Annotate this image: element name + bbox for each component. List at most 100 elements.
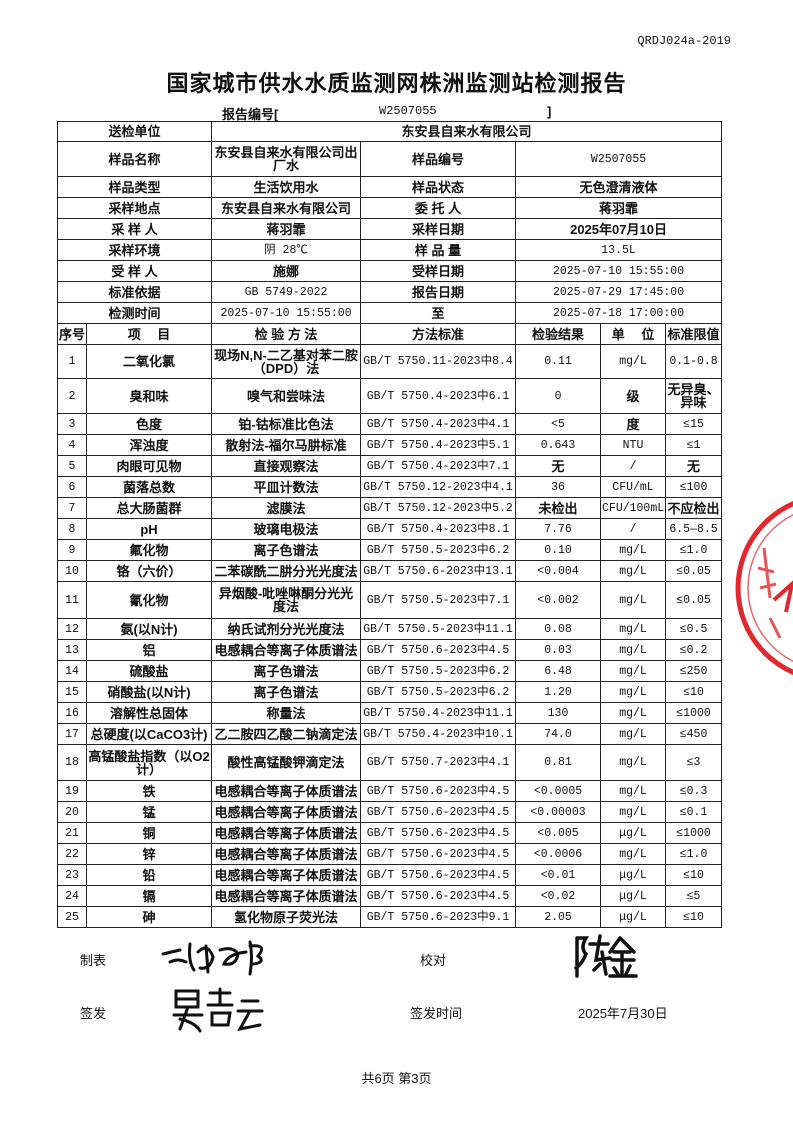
qty-value: 13.5L bbox=[515, 239, 723, 261]
test-end-value: 2025-07-18 17:00:00 bbox=[515, 302, 723, 324]
document-code: QRDJ024a-2019 bbox=[637, 34, 731, 48]
col-unit: μg/L bbox=[600, 906, 667, 928]
col-method: 纳氏试剂分光光度法 bbox=[211, 618, 362, 640]
col-standard: GB/T 5750.4-2023中10.1 bbox=[360, 723, 517, 745]
table-row: 5 肉眼可见物 直接观察法 GB/T 5750.4-2023中7.1 无 / 无 bbox=[57, 455, 723, 477]
col-standard: GB/T 5750.5-2023中6.2 bbox=[360, 681, 517, 703]
col-limit: ≤0.2 bbox=[665, 639, 723, 661]
table-row: 11 氰化物 异烟酸-吡唑啉酮分光光度法 GB/T 5750.5-2023中7.1 <0… bbox=[57, 581, 723, 619]
col-standard: GB/T 5750.4-2023中4.1 bbox=[360, 413, 517, 435]
col-standard: GB/T 5750.5-2023中6.2 bbox=[360, 660, 517, 682]
col-standard: GB/T 5750.6-2023中9.1 bbox=[360, 906, 517, 928]
col-limit: 无 bbox=[665, 455, 723, 477]
prepared-label: 制表 bbox=[80, 953, 107, 968]
receive-date-value: 2025-07-10 15:55:00 bbox=[515, 260, 723, 282]
col-result: 0.643 bbox=[515, 434, 602, 456]
col-unit: mg/L bbox=[600, 723, 667, 745]
col-item: 镉 bbox=[85, 885, 213, 907]
col-no: 17 bbox=[57, 723, 87, 745]
col-item: 二氧化氯 bbox=[85, 344, 213, 379]
col-standard: GB/T 5750.12-2023中4.1 bbox=[360, 476, 517, 498]
header-col-result: 检验结果 bbox=[515, 323, 602, 345]
sample-no-label: 样品编号 bbox=[360, 141, 517, 177]
test-start-value: 2025-07-10 15:55:00 bbox=[211, 302, 362, 324]
col-method: 电感耦合等离子体质谱法 bbox=[211, 780, 362, 802]
sample-type-value: 生活饮用水 bbox=[211, 176, 362, 198]
report-table: 送检单位 东安县自来水有限公司 样品名称 东安县自来水有限公司出厂水 样品编号 W250… bbox=[56, 121, 723, 928]
table-row: 15 硝酸盐(以N计) 离子色谱法 GB/T 5750.5-2023中6.2 1.20 m… bbox=[57, 681, 723, 703]
col-item: 砷 bbox=[85, 906, 213, 928]
col-standard: GB/T 5750.5-2023中7.1 bbox=[360, 581, 517, 619]
col-result: <0.01 bbox=[515, 864, 602, 886]
col-method: 离子色谱法 bbox=[211, 681, 362, 703]
table-row: 2 臭和味 嗅气和尝味法 GB/T 5750.4-2023中6.1 0 级无异臭、异味 bbox=[57, 378, 723, 414]
col-unit: mg/L bbox=[600, 801, 667, 823]
col-result: 0 bbox=[515, 378, 602, 414]
col-result: 7.76 bbox=[515, 518, 602, 540]
standard-label: 标准依据 bbox=[56, 281, 213, 303]
col-limit: ≤450 bbox=[665, 723, 723, 745]
col-standard: GB/T 5750.12-2023中5.2 bbox=[360, 497, 517, 519]
col-standard: GB/T 5750.5-2023中11.1 bbox=[360, 618, 517, 640]
col-method: 异烟酸-吡唑啉酮分光光度法 bbox=[211, 581, 362, 619]
report-number-close: ] bbox=[547, 104, 552, 119]
col-method: 电感耦合等离子体质谱法 bbox=[211, 639, 362, 661]
col-no: 24 bbox=[57, 885, 87, 907]
table-row: 12 氨(以N计) 纳氏试剂分光光度法 GB/T 5750.5-2023中11.1 0.… bbox=[57, 618, 723, 640]
col-limit: ≤10 bbox=[665, 681, 723, 703]
table-row: 13 铝电感耦合等离子体质谱法 GB/T 5750.6-2023中4.5 0.03 mg… bbox=[57, 639, 723, 661]
col-result: 0.11 bbox=[515, 344, 602, 379]
col-unit: mg/L bbox=[600, 744, 667, 781]
header-col-method: 检 验 方 法 bbox=[211, 323, 362, 345]
col-unit: mg/L bbox=[600, 843, 667, 865]
col-unit: 级 bbox=[600, 378, 667, 414]
checked-label: 校对 bbox=[420, 953, 447, 968]
col-unit: μg/L bbox=[600, 822, 667, 844]
col-unit: / bbox=[600, 455, 667, 477]
env-label: 采样环境 bbox=[56, 239, 213, 261]
table-row: 21 铜电感耦合等离子体质谱法 GB/T 5750.6-2023中4.5 <0.005… bbox=[57, 822, 723, 844]
col-unit: mg/L bbox=[600, 344, 667, 379]
table-row: 6 菌落总数 平皿计数法 GB/T 5750.12-2023中4.1 36 CFU/mL ≤… bbox=[57, 476, 723, 498]
col-no: 14 bbox=[57, 660, 87, 682]
col-no: 2 bbox=[57, 378, 87, 414]
col-item: 硫酸盐 bbox=[85, 660, 213, 682]
col-item: 锌 bbox=[85, 843, 213, 865]
receive-date-label: 受样日期 bbox=[360, 260, 517, 282]
col-limit: ≤15 bbox=[665, 413, 723, 435]
table-row: 4 浑浊度 散射法-福尔马肼标准 GB/T 5750.4-2023中5.1 0.643 N… bbox=[57, 434, 723, 456]
col-method: 二苯碳酰二肼分光光度法 bbox=[211, 560, 362, 582]
site-value: 东安县自来水有限公司 bbox=[211, 197, 362, 219]
page-title: 国家城市供水水质监测网株洲监测站检测报告 bbox=[166, 71, 627, 96]
col-no: 12 bbox=[57, 618, 87, 640]
sample-state-value: 无色澄清液体 bbox=[515, 176, 723, 198]
col-method: 电感耦合等离子体质谱法 bbox=[211, 822, 362, 844]
col-item: 氨(以N计) bbox=[85, 618, 213, 640]
col-limit: ≤5 bbox=[665, 885, 723, 907]
col-unit: mg/L bbox=[600, 681, 667, 703]
col-unit: mg/L bbox=[600, 639, 667, 661]
col-item: 铬（六价） bbox=[85, 560, 213, 582]
col-result: <0.002 bbox=[515, 581, 602, 619]
prepared-signature bbox=[161, 940, 264, 976]
col-no: 5 bbox=[57, 455, 87, 477]
col-standard: GB/T 5750.5-2023中6.2 bbox=[360, 539, 517, 561]
report-number-value: W2507055 bbox=[379, 104, 437, 118]
col-unit: CFU/mL bbox=[600, 476, 667, 498]
col-limit: ≤1 bbox=[665, 434, 723, 456]
col-limit: ≤0.05 bbox=[665, 560, 723, 582]
col-result: 未检出 bbox=[515, 497, 602, 519]
col-result: <0.005 bbox=[515, 822, 602, 844]
col-result: 0.81 bbox=[515, 744, 602, 781]
col-method: 电感耦合等离子体质谱法 bbox=[211, 843, 362, 865]
col-no: 15 bbox=[57, 681, 87, 703]
col-unit: μg/L bbox=[600, 885, 667, 907]
col-item: 菌落总数 bbox=[85, 476, 213, 498]
sample-type-label: 样品类型 bbox=[56, 176, 213, 198]
col-item: 臭和味 bbox=[85, 378, 213, 414]
col-standard: GB/T 5750.4-2023中11.1 bbox=[360, 702, 517, 724]
col-item: 铁 bbox=[85, 780, 213, 802]
col-item: 锰 bbox=[85, 801, 213, 823]
col-no: 13 bbox=[57, 639, 87, 661]
col-limit: ≤1000 bbox=[665, 822, 723, 844]
